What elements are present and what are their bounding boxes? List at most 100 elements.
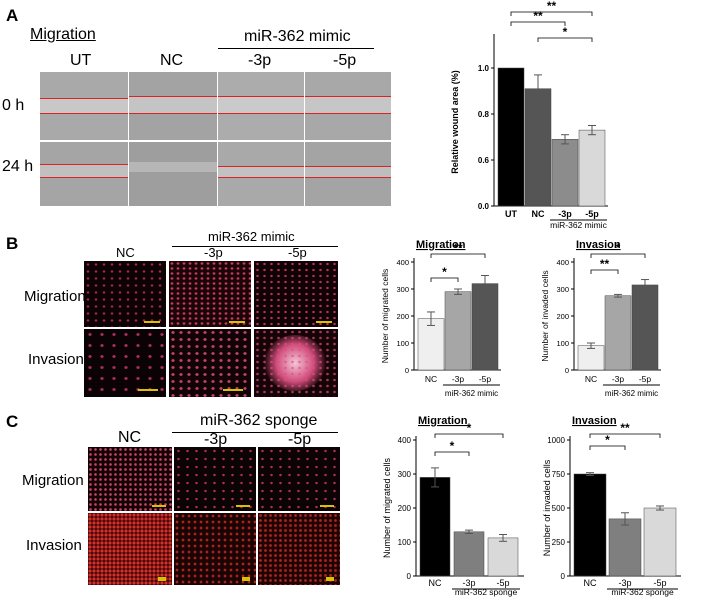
- wound-image-5p-0h: [305, 72, 391, 140]
- scale-bar: [223, 389, 243, 391]
- y-tick-label: 750: [552, 470, 566, 479]
- panel-a-row-0h: 0 h: [2, 97, 25, 114]
- panel-a-col-3p: -3p: [248, 52, 272, 69]
- category-label: -3p: [452, 374, 465, 384]
- bar: [471, 283, 499, 371]
- y-tick-label: 100: [398, 538, 412, 547]
- y-axis-label: Number of migrated cells: [380, 269, 390, 363]
- wound-gap: [40, 98, 128, 114]
- panel-b-col-3p: -3p: [204, 245, 223, 260]
- panel-c-group-line: [172, 432, 338, 433]
- y-tick-label: 200: [398, 504, 412, 513]
- wound-gap: [305, 96, 391, 114]
- panel-letter-a: A: [6, 6, 19, 25]
- significance-bracket: [590, 269, 619, 274]
- panel-letter-b: B: [6, 234, 19, 253]
- panel-a-group-line: [218, 48, 374, 49]
- scale-bar: [316, 321, 332, 323]
- bar: [524, 88, 552, 207]
- cell-dots: [169, 261, 251, 327]
- wound-edge-line: [218, 96, 304, 97]
- y-tick-label: 400: [396, 258, 409, 267]
- bar: [573, 473, 607, 577]
- chart-title: Migration: [418, 415, 468, 427]
- wound-image-nc-0h: [129, 72, 217, 140]
- y-axis-label: Relative wound area (%): [450, 70, 460, 174]
- fluorescence-image-c-nc-invasion: [88, 513, 172, 585]
- y-axis-label: Number of migrated cells: [382, 457, 392, 558]
- wound-gap: [129, 162, 217, 172]
- significance-label: **: [533, 9, 543, 23]
- significance-label: *: [450, 439, 455, 453]
- chart-c-invasion: Invasion 0 250 500 750 1000 Number of invaded …: [542, 415, 681, 597]
- wound-edge-line: [40, 98, 128, 99]
- bar: [453, 531, 485, 577]
- significance-bracket: [430, 277, 459, 282]
- wound-edge-line: [305, 177, 391, 178]
- significance-label: *: [442, 265, 447, 279]
- panel-c-col-nc: NC: [118, 429, 142, 446]
- category-label: -3p: [558, 209, 572, 219]
- chart-a: 0.0 0.6 0.8 1.0 Relative wound area (%) UT NC -…: [450, 0, 608, 230]
- significance-label: **: [453, 241, 463, 255]
- wound-edge-line: [218, 166, 304, 167]
- cell-dots: [174, 447, 256, 511]
- y-tick-label: 400: [556, 258, 569, 267]
- bar: [551, 139, 579, 207]
- panel-c-row-invasion: Invasion: [26, 537, 82, 554]
- fluorescence-image-b-5p-invasion: [254, 329, 338, 397]
- panel-c-row-migration: Migration: [22, 472, 84, 489]
- bar: [577, 345, 605, 371]
- wound-image-nc-24h: [129, 142, 217, 206]
- significance-label: *: [605, 433, 610, 447]
- category-label: UT: [505, 209, 517, 219]
- scale-bar: [144, 321, 160, 323]
- y-tick-label: 0: [565, 366, 569, 375]
- y-tick-label: 1000: [547, 436, 565, 445]
- y-tick-label: 200: [396, 312, 409, 321]
- fluorescence-image-c-5p-invasion: [258, 513, 340, 585]
- wound-edge-line: [218, 177, 304, 178]
- bar: [487, 537, 519, 577]
- cell-dots: [258, 513, 340, 585]
- cell-dots: [84, 261, 166, 327]
- significance-bracket: [430, 253, 486, 258]
- cell-dots: [258, 447, 340, 511]
- scale-bar: [326, 577, 334, 581]
- y-tick-label: 100: [556, 339, 569, 348]
- wound-image-ut-0h: [40, 72, 128, 140]
- y-tick-label: 0.0: [478, 202, 490, 211]
- chart-b-invasion: Invasion 0 100 200 300 400 Number of invaded c…: [540, 239, 661, 398]
- panel-a-row-24h: 24 h: [2, 158, 34, 175]
- panel-letter-c: C: [6, 412, 19, 431]
- panel-b-row-invasion: Invasion: [28, 351, 84, 368]
- category-label: -5p: [639, 374, 652, 384]
- category-label: NC: [585, 374, 597, 384]
- group-label: miR-362 sponge: [455, 587, 518, 597]
- wound-edge-line: [305, 96, 391, 97]
- chart-c-migration: Migration 0 100 200 300 400 Number of migrated…: [382, 415, 524, 597]
- bar: [643, 507, 677, 577]
- category-label: -3p: [618, 578, 631, 588]
- y-tick-label: 200: [556, 312, 569, 321]
- panel-c-col-5p: -5p: [288, 431, 312, 448]
- cell-dots: [84, 329, 166, 397]
- category-label: NC: [425, 374, 437, 384]
- cell-dots: [88, 447, 172, 511]
- scale-bar: [236, 505, 250, 507]
- y-tick-label: 300: [396, 285, 409, 294]
- panel-b-col-5p: -5p: [288, 245, 307, 260]
- scale-bar: [152, 505, 166, 507]
- y-tick-label: 300: [398, 470, 412, 479]
- category-label: -3p: [462, 578, 475, 588]
- wound-image-ut-24h: [40, 142, 128, 206]
- significance-bracket: [510, 21, 566, 26]
- category-label: -5p: [585, 209, 599, 219]
- category-label: -5p: [653, 578, 666, 588]
- panel-a-col-ut: UT: [70, 52, 92, 69]
- category-label: NC: [584, 578, 597, 588]
- y-tick-label: 0: [405, 366, 409, 375]
- fluorescence-image-b-nc-invasion: [84, 329, 166, 397]
- significance-label: *: [467, 421, 472, 435]
- panel-c-col-3p: -3p: [204, 431, 228, 448]
